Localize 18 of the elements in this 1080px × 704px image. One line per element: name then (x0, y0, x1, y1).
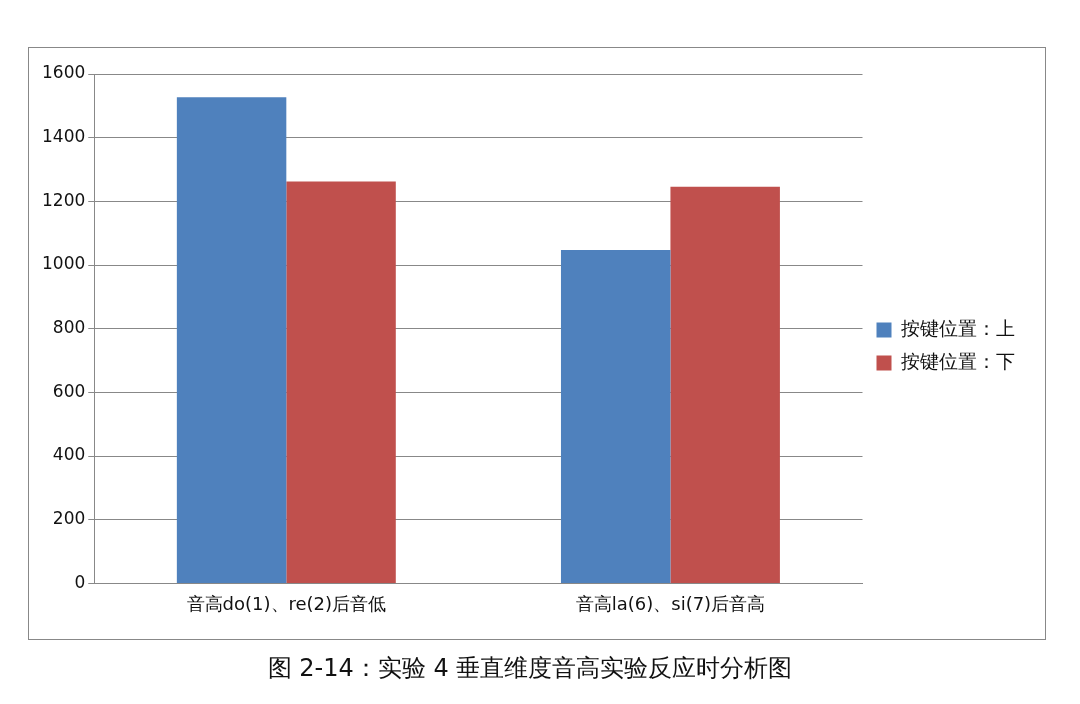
bar (670, 186, 780, 583)
x-tick-label: 音高la(6)、si(7)后音高 (575, 592, 766, 614)
y-tick-label: 400 (52, 444, 86, 465)
y-tick-label: 1600 (42, 62, 86, 83)
x-tick-label: 音高do(1)、re(2)后音低 (186, 592, 387, 614)
bar (176, 97, 287, 583)
legend-label: 按键位置：上 (901, 316, 1015, 339)
y-tick-label: 1000 (42, 253, 86, 274)
y-tick-label: 200 (52, 508, 86, 529)
y-tick-label: 600 (52, 380, 86, 401)
y-tick-label: 1400 (42, 126, 86, 147)
y-tick-label: 0 (74, 571, 86, 592)
y-tick-label: 1200 (42, 189, 86, 210)
y-tick-label: 800 (52, 317, 86, 338)
caption: 图 2-14：实验 4 垂直维度音高实验反应时分析图 (266, 653, 794, 684)
bar (286, 181, 396, 583)
legend-label: 按键位置：下 (901, 349, 1015, 372)
bar (560, 250, 671, 583)
